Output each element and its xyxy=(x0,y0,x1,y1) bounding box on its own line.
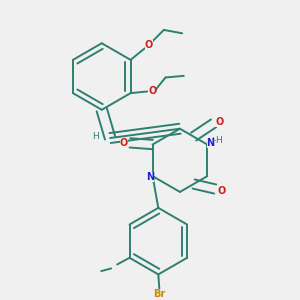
Text: N: N xyxy=(146,172,154,182)
Text: Br: Br xyxy=(153,289,165,299)
Text: O: O xyxy=(148,86,156,97)
Text: O: O xyxy=(120,138,128,148)
Text: O: O xyxy=(145,40,153,50)
Text: H: H xyxy=(216,136,222,145)
Text: O: O xyxy=(217,186,225,196)
Text: H: H xyxy=(211,137,218,146)
Text: O: O xyxy=(215,117,224,127)
Text: H: H xyxy=(92,132,98,141)
Text: N: N xyxy=(207,138,215,148)
